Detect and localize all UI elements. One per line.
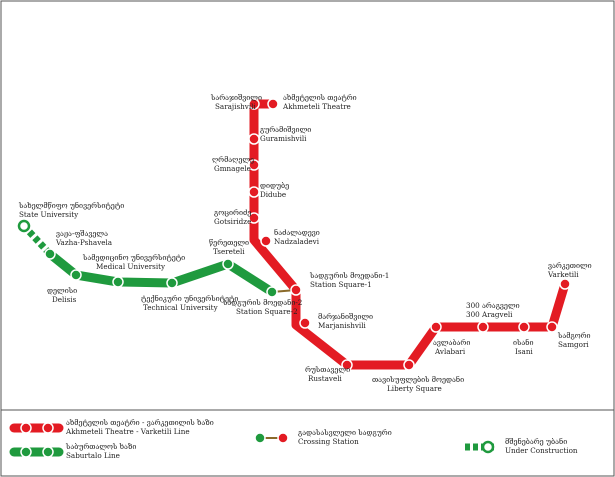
station-gotsiridze[interactable]: [248, 212, 260, 224]
red-line-path: [249, 99, 570, 370]
label-sarajishvili-en: Sarajishvili: [215, 102, 256, 111]
legend-crossing-ka: გადასასვლელი სადგური: [298, 428, 392, 437]
label-station-square-1-en: Station Square-1: [310, 280, 372, 289]
legend-green-line-en: Saburtalo Line: [66, 451, 120, 460]
station-guramishvili[interactable]: [248, 133, 260, 145]
label-station-square-1-ka: სადგურის მოედანი-1: [309, 271, 389, 280]
label-samgori-ka: სამგორი: [557, 331, 591, 340]
label-grmagele-ka: ღრმაღელე: [212, 155, 254, 164]
label-samgori-en: Samgori: [558, 340, 589, 349]
label-medical-university-en: Medical University: [96, 262, 166, 271]
label-rustaveli-en: Rustaveli: [308, 374, 343, 383]
station-marjanishvili[interactable]: [299, 317, 311, 329]
station-tsereteli[interactable]: [222, 258, 234, 270]
label-liberty-square-ka: თავისუფლების მოედანი: [372, 375, 464, 384]
label-delisi-en: Delisis: [52, 295, 77, 304]
label-station-square-2-en: Station Square-2: [236, 307, 298, 316]
label-gotsiridze-ka: გოცირიძე: [214, 208, 251, 217]
station-vazha-pshavela[interactable]: [44, 248, 56, 260]
legend-construction: მშენებარე უბანი Under Construction: [465, 437, 578, 455]
label-akhmeteli-en: Akhmeteli Theatre: [282, 102, 351, 111]
legend-red-line: ახმეტელის თეატრი - ვარკეთილის ხაზი Akhme…: [9, 418, 214, 436]
station-avlabari[interactable]: [430, 321, 442, 333]
label-isani-ka: ისანი: [513, 338, 534, 347]
station-liberty-square[interactable]: [403, 359, 415, 371]
legend-green-line: საბურთალოს ხაზი Saburtalo Line: [9, 442, 136, 460]
station-grmagele[interactable]: [248, 159, 260, 171]
label-delisi-ka: დელისი: [47, 286, 77, 295]
label-technical-university-ka: ტექნიკური უნივერსიტეტი: [141, 294, 238, 303]
label-tsereteli-ka: წერეთელი: [209, 238, 249, 247]
station-nadzaladevi[interactable]: [260, 235, 272, 247]
label-didube-ka: დიდუბე: [260, 181, 289, 190]
label-liberty-square-en: Liberty Square: [387, 384, 442, 393]
label-isani-en: Isani: [515, 347, 533, 356]
station-delisi[interactable]: [70, 269, 82, 281]
label-state-university-ka: სახელმწიფო უნივერსიტეტი: [18, 201, 124, 210]
station-isani[interactable]: [518, 321, 530, 333]
label-guramishvili-en: Guramishvili: [260, 134, 307, 143]
station-aragveli[interactable]: [477, 321, 489, 333]
label-technical-university-en: Technical University: [143, 303, 219, 312]
label-vazha-pshavela-en: Vazha-Pshavela: [55, 238, 113, 247]
label-rustaveli-ka: რუსთაველი: [305, 365, 350, 374]
label-nadzaladevi-en: Nadzaladevi: [274, 237, 320, 246]
label-nadzaladevi-ka: ნაძალადევი: [274, 228, 320, 237]
label-station-square-2-ka: სადგურის მოედანი-2: [222, 298, 302, 307]
label-avlabari-en: Avlabari: [434, 347, 466, 356]
label-aragveli-ka: 300 არაგველი: [466, 301, 520, 310]
label-sarajishvili-ka: სარაჯიშვილი: [210, 93, 262, 102]
legend-crossing-en: Crossing Station: [298, 437, 359, 446]
label-marjanishvili-ka: მარჯანიშვილი: [318, 312, 373, 321]
label-varketili-en: Varketili: [547, 270, 579, 279]
station-samgori[interactable]: [546, 321, 558, 333]
station-varketili[interactable]: [559, 278, 571, 290]
crossing-station-square[interactable]: [266, 284, 302, 298]
label-varketili-ka: ვარკეთილი: [548, 261, 592, 270]
label-tsereteli-en: Tsereteli: [213, 247, 245, 256]
station-sarajishvili[interactable]: [248, 98, 260, 110]
legend-red-line-ka: ახმეტელის თეატრი - ვარკეთილის ხაზი: [66, 418, 214, 427]
station-technical-university[interactable]: [166, 277, 178, 289]
label-aragveli-en: 300 Aragveli: [466, 310, 513, 319]
label-gotsiridze-en: Gotsiridze: [214, 217, 251, 226]
station-didube[interactable]: [248, 186, 260, 198]
station-rustaveli[interactable]: [341, 359, 353, 371]
green-line-construction: [21, 223, 53, 257]
label-marjanishvili-en: Marjanishvili: [318, 321, 366, 330]
legend-green-line-ka: საბურთალოს ხაზი: [65, 442, 136, 451]
label-guramishvili-ka: გურამიშვილი: [260, 125, 311, 134]
station-akhmeteli[interactable]: [267, 98, 279, 110]
label-akhmeteli-ka: ახმეტელის თეატრი: [283, 93, 357, 102]
legend-construction-en: Under Construction: [505, 446, 578, 455]
legend-crossing: გადასასვლელი სადგური Crossing Station: [254, 428, 392, 446]
station-state-university[interactable]: [17, 219, 31, 233]
legend-red-line-en: Akhmeteli Theatre - Varketili Line: [65, 427, 190, 436]
label-vazha-pshavela-ka: ვაჟა-ფშაველა: [56, 229, 108, 238]
label-didube-en: Didube: [260, 190, 286, 199]
label-state-university-en: State University: [19, 210, 79, 219]
legend-construction-ka: მშენებარე უბანი: [505, 437, 567, 446]
label-avlabari-ka: ავლაბარი: [433, 338, 470, 347]
label-grmagele-en: Gmnagele: [214, 164, 251, 173]
station-medical-university[interactable]: [112, 276, 124, 288]
label-medical-university-ka: სამედიცინო უნივერსიტეტი: [82, 253, 185, 262]
